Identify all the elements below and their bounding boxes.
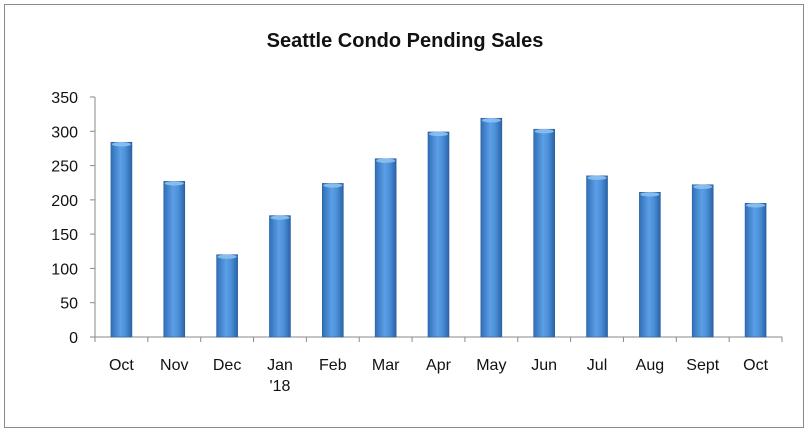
bar	[163, 181, 186, 338]
x-tick-label: '18	[270, 378, 291, 395]
bar-top-highlight	[746, 203, 766, 208]
bar-top-highlight	[376, 158, 396, 163]
y-tick-label: 100	[51, 261, 78, 278]
y-tick-label: 200	[51, 193, 78, 210]
bar-top-highlight	[640, 192, 660, 197]
bar-body	[533, 128, 555, 338]
bars	[110, 117, 767, 338]
bar-body	[163, 181, 186, 338]
bar-top-highlight	[111, 142, 131, 147]
bar	[480, 117, 503, 338]
bar-top-highlight	[164, 181, 184, 186]
bar	[691, 184, 714, 338]
bar-body	[639, 192, 661, 338]
bar	[110, 141, 133, 338]
bar-body	[110, 141, 133, 338]
bar	[269, 215, 291, 338]
bar	[427, 131, 450, 338]
x-tick-label: Mar	[372, 357, 400, 374]
bar-body	[322, 183, 344, 338]
bar-top-highlight	[270, 215, 290, 220]
x-tick-label: Jul	[587, 357, 607, 374]
bar-body	[586, 175, 608, 338]
bar-top-highlight	[693, 184, 713, 189]
bar-body	[374, 158, 397, 338]
bar-top-highlight	[534, 129, 554, 134]
chart-frame	[4, 4, 804, 428]
x-tick-label: Sept	[686, 357, 719, 374]
x-tick-label: Nov	[160, 357, 188, 374]
bar	[639, 192, 661, 338]
y-tick-label: 250	[51, 159, 78, 176]
x-tick-label: Oct	[743, 357, 768, 374]
bar	[322, 183, 344, 338]
x-tick-label: Feb	[319, 357, 347, 374]
y-tick-label: 300	[51, 124, 78, 141]
x-tick-label: Jun	[531, 357, 557, 374]
x-tick-label: Aug	[636, 357, 664, 374]
x-tick-label: May	[476, 357, 506, 374]
bar	[586, 175, 608, 338]
x-tick-label: Oct	[109, 357, 134, 374]
bar-top-highlight	[429, 131, 448, 137]
bar-body	[216, 254, 238, 338]
bar	[744, 202, 767, 338]
y-tick-label: 50	[60, 296, 78, 313]
x-tick-label: Apr	[426, 357, 452, 374]
tick-labels: 0 50 100 150 200 250 300 350 Oct Nov Dec Jan '18 Feb M…	[51, 90, 768, 395]
bar	[374, 158, 397, 338]
y-tick-label: 350	[51, 90, 78, 107]
bar-top-highlight	[323, 183, 343, 188]
bar	[216, 254, 238, 338]
bar-top-highlight	[481, 118, 501, 123]
bar-body	[480, 117, 503, 338]
y-tick-label: 0	[69, 330, 78, 347]
bar-body	[744, 202, 767, 338]
bar-body	[427, 131, 450, 338]
bar-top-highlight	[217, 254, 237, 259]
x-tick-label: Jan	[267, 357, 293, 374]
chart-title: Seattle Condo Pending Sales	[266, 30, 544, 52]
bar-body	[269, 215, 291, 338]
bar-body	[691, 184, 714, 338]
bar-top-highlight	[587, 175, 607, 181]
x-tick-label: Dec	[213, 357, 241, 374]
y-tick-label: 150	[51, 227, 78, 244]
bar	[533, 128, 555, 338]
